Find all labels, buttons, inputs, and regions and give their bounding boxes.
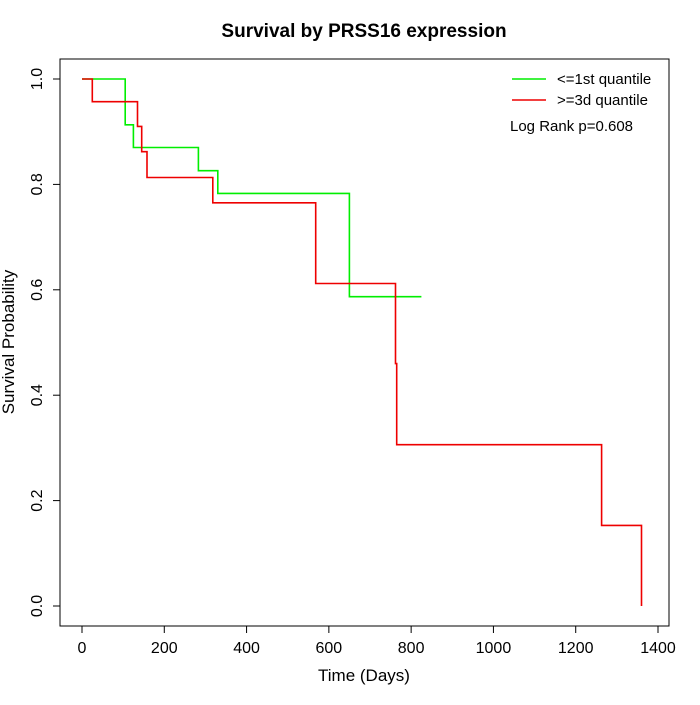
- y-tick-label: 0.6: [29, 279, 46, 301]
- y-tick-label: 0.4: [29, 384, 46, 406]
- x-axis-label: Time (Days): [318, 666, 410, 685]
- x-tick-label: 600: [316, 640, 343, 657]
- y-axis: 0.0 0.2 0.4 0.6 0.8 1.0: [29, 68, 61, 617]
- series-group: [82, 78, 643, 606]
- y-tick-label: 0.8: [29, 173, 46, 195]
- series-line-2: [82, 78, 643, 606]
- x-axis: 0 200 400 600 800 1000 1200 1400: [78, 625, 676, 657]
- y-tick-label: 0.2: [29, 489, 46, 511]
- x-tick-label: 800: [398, 640, 425, 657]
- series-line-1: [82, 78, 422, 298]
- plot-frame: [59, 58, 670, 627]
- y-tick-label: 0.0: [29, 595, 46, 617]
- y-tick-label: 1.0: [29, 68, 46, 90]
- x-tick-label: 400: [233, 640, 260, 657]
- x-tick-label: 200: [151, 640, 178, 657]
- log-rank-annotation: Log Rank p=0.608: [510, 118, 633, 135]
- legend-label-2: >=3d quantile: [557, 92, 648, 109]
- x-tick-label: 1000: [476, 640, 512, 657]
- chart-title: Survival by PRSS16 expression: [221, 21, 506, 42]
- y-axis-label: Survival Probability: [0, 269, 18, 414]
- x-tick-label: 0: [78, 640, 87, 657]
- legend: <=1st quantile >=3d quantile: [512, 71, 651, 109]
- x-tick-label: 1400: [640, 640, 676, 657]
- legend-label-1: <=1st quantile: [557, 71, 651, 88]
- x-tick-label: 1200: [558, 640, 594, 657]
